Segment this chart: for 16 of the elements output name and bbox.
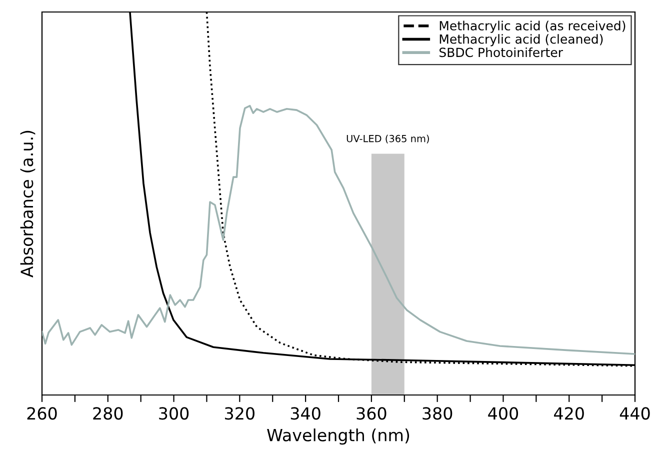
x-tick-label: 320 [225, 407, 254, 420]
y-axis-title: Absorbance (a.u.) [20, 130, 36, 278]
x-axis-title: Wavelength (nm) [267, 428, 410, 445]
legend-label: SBDC Photoiniferter [439, 47, 563, 58]
x-tick-label: 420 [554, 407, 584, 420]
x-tick-label: 280 [93, 407, 123, 420]
x-tick-label: 340 [290, 407, 320, 420]
x-tick-label: 400 [488, 407, 518, 420]
band-label: UV-LED (365 nm) [346, 134, 429, 144]
x-tick-label: 260 [27, 407, 57, 420]
x-tick-label: 300 [159, 407, 189, 420]
x-tick-label: 380 [422, 407, 452, 420]
x-tick-label: 360 [356, 407, 386, 420]
legend-label: Methacrylic acid (cleaned) [440, 34, 603, 46]
x-tick-label: 440 [620, 407, 650, 420]
legend-label: Methacrylic acid (as received) [440, 20, 626, 33]
